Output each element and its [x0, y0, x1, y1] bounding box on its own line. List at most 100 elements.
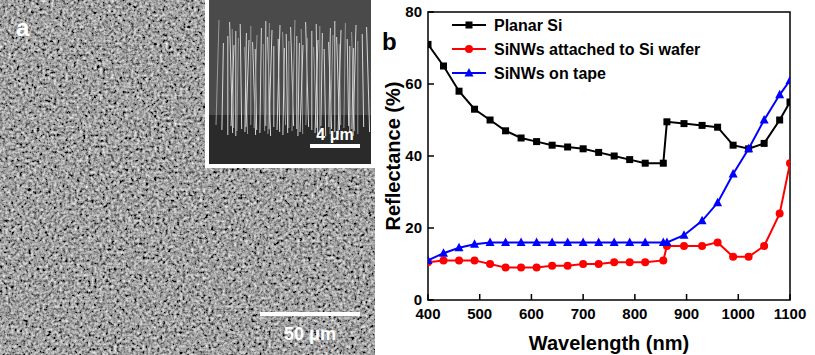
- nanowire: [273, 46, 274, 127]
- series-marker: [595, 260, 603, 268]
- series-marker: [729, 169, 738, 178]
- legend-marker: [465, 68, 474, 77]
- series-marker: [699, 122, 706, 129]
- y-tick: [428, 299, 434, 301]
- series-marker: [428, 41, 432, 48]
- series-marker: [679, 230, 688, 239]
- y-tick-label: 0: [414, 291, 422, 308]
- series-marker: [662, 237, 671, 246]
- series-marker: [659, 256, 667, 264]
- nanowire: [245, 33, 247, 132]
- series-marker: [775, 90, 784, 99]
- y-tick: [428, 155, 434, 157]
- x-tick: [531, 294, 533, 300]
- nanowire: [286, 34, 288, 133]
- nanowire: [292, 20, 295, 131]
- sem-background: [0, 0, 375, 355]
- series-line: [428, 163, 790, 267]
- x-tick: [686, 294, 688, 300]
- series-marker: [563, 237, 572, 246]
- legend-label: Planar Si: [494, 17, 562, 34]
- panel-label: a: [16, 14, 30, 41]
- nanowire: [367, 27, 370, 132]
- nanowire: [319, 26, 320, 131]
- x-tick: [738, 294, 740, 300]
- series-marker: [580, 145, 587, 152]
- x-tick: [634, 294, 636, 300]
- series-marker: [610, 258, 618, 266]
- nanowire: [362, 34, 364, 127]
- nanowire: [334, 21, 335, 132]
- series-marker: [564, 262, 572, 270]
- series-marker: [714, 238, 722, 246]
- nanowire: [288, 41, 289, 128]
- series-marker: [698, 216, 707, 225]
- series-marker: [440, 256, 448, 264]
- series-marker: [517, 237, 526, 246]
- series-marker: [610, 237, 619, 246]
- series-marker: [440, 63, 447, 70]
- series-marker: [641, 237, 650, 246]
- series-marker: [713, 198, 722, 207]
- x-tick-label: 1100: [774, 305, 807, 322]
- nanowire: [296, 36, 297, 129]
- series-marker: [760, 242, 768, 250]
- series-marker: [641, 258, 649, 266]
- series-marker: [663, 118, 670, 125]
- legend-label: SiNWs attached to Si wafer: [494, 41, 700, 58]
- x-tick: [427, 294, 429, 300]
- series-marker: [626, 156, 633, 163]
- series-marker: [549, 142, 556, 149]
- legend-label: SiNWs on tape: [494, 65, 606, 82]
- series-marker: [786, 159, 790, 167]
- inset-scale-text: 4 μm: [316, 126, 353, 143]
- series-marker: [533, 138, 540, 145]
- series-marker: [744, 144, 753, 153]
- y-axis-label: Reflectance (%): [382, 82, 404, 231]
- series-marker: [471, 256, 479, 264]
- legend: Planar Si SiNWs attached to Si wafer SiNWs…: [452, 17, 700, 82]
- nanowire: [349, 46, 350, 133]
- series-marker: [660, 160, 667, 167]
- nanowire: [254, 35, 257, 128]
- sem-panel: a 4 μm 50 μm: [0, 0, 375, 355]
- x-tick-label: 600: [519, 305, 544, 322]
- inset-border: [205, 0, 375, 168]
- nanowire: [344, 23, 346, 128]
- series-marker: [745, 253, 753, 261]
- series-marker: [611, 153, 618, 160]
- nanowire: [222, 43, 224, 130]
- series-marker: [564, 144, 571, 151]
- series-marker: [518, 135, 525, 142]
- series-marker: [776, 117, 783, 124]
- nanowire: [311, 31, 312, 130]
- nanowire: [306, 22, 309, 127]
- series-marker: [594, 237, 603, 246]
- nanowire: [347, 39, 349, 126]
- x-tick: [582, 294, 584, 300]
- nanowire: [357, 41, 358, 134]
- y-tick-label: 60: [405, 75, 422, 92]
- nanowire: [324, 49, 326, 136]
- nanowire: [338, 30, 341, 135]
- series-marker: [714, 124, 721, 131]
- canvas: a4 μm50 μm400500600700800900100011000204…: [0, 0, 815, 355]
- legend-marker: [466, 22, 473, 29]
- series-marker: [455, 243, 464, 252]
- series-marker: [729, 253, 737, 261]
- series-marker: [471, 106, 478, 113]
- series-marker: [579, 237, 588, 246]
- series-marker: [428, 255, 433, 264]
- x-tick-label: 900: [674, 305, 699, 322]
- nanowire: [315, 40, 318, 133]
- y-tick: [428, 227, 434, 229]
- series-marker: [487, 117, 494, 124]
- scale-text: 50 μm: [284, 324, 336, 344]
- series-marker: [517, 264, 525, 272]
- series-line: [428, 44, 790, 163]
- series-marker: [642, 160, 649, 167]
- series-marker: [626, 258, 634, 266]
- series-marker: [548, 262, 556, 270]
- nanowire: [352, 48, 354, 129]
- x-tick-label: 500: [467, 305, 492, 322]
